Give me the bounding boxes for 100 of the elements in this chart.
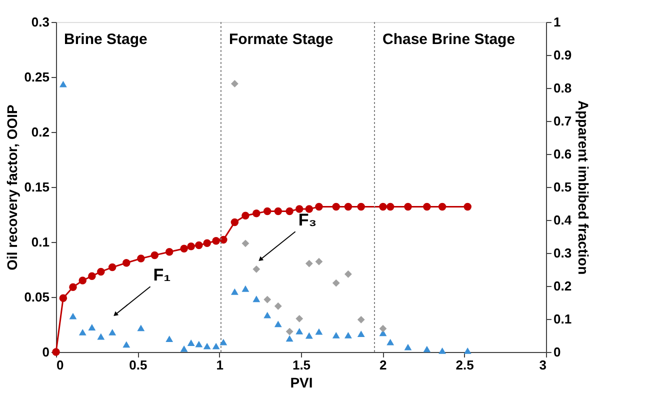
y-tick-label: 0.05 [24, 290, 50, 304]
y-tick-label: 0.25 [24, 70, 50, 84]
point [357, 330, 365, 338]
point [252, 210, 260, 218]
point [315, 202, 323, 211]
annotation: Chase Brine Stage [382, 31, 516, 48]
point [195, 241, 203, 250]
y2-tick-label: 0.9 [554, 48, 572, 62]
x-tick-label: 2.5 [456, 358, 474, 372]
point [344, 202, 352, 211]
x-tick-label: 1.5 [292, 358, 311, 372]
point [212, 342, 220, 350]
point [220, 236, 228, 244]
point [315, 328, 323, 335]
point [386, 202, 394, 211]
point [78, 328, 86, 336]
point [59, 294, 68, 302]
point [180, 244, 188, 252]
point [379, 324, 387, 332]
point [88, 324, 96, 330]
y2-tick-label: 0.4 [554, 212, 572, 228]
y2-axis-title: Apparent imbibed fraction [576, 100, 592, 275]
x-tick-label: 2 [380, 358, 387, 372]
point [242, 285, 250, 292]
point [252, 265, 260, 273]
y-tick-label: 0.2 [31, 124, 50, 140]
point [263, 207, 272, 216]
point [187, 340, 195, 346]
point [464, 347, 472, 354]
point [69, 312, 77, 320]
y-tick-label: 0.1 [31, 234, 50, 250]
point [332, 279, 340, 287]
annotation: Formate Stage [228, 31, 334, 48]
point [296, 328, 304, 334]
point [59, 80, 67, 88]
point [296, 314, 304, 322]
point [230, 218, 239, 226]
point [264, 296, 272, 304]
point [242, 240, 250, 248]
point [203, 342, 211, 350]
y-axis-title: Oil recovery factor, OOIP [4, 104, 20, 270]
point [332, 202, 340, 211]
point [332, 332, 340, 338]
point [315, 258, 323, 266]
point [88, 272, 96, 280]
y2-tick-label: 0.3 [554, 246, 572, 260]
point [344, 332, 352, 338]
point [252, 296, 260, 302]
point [305, 260, 313, 268]
x-tick-label: 0 [56, 358, 64, 372]
point [423, 202, 431, 211]
point [78, 276, 86, 284]
point [357, 316, 365, 324]
point [274, 302, 282, 310]
point [122, 341, 130, 348]
x-axis-title: PVI [290, 374, 313, 390]
point [404, 344, 412, 350]
point [295, 205, 304, 213]
point [137, 254, 145, 262]
y2-tick-label: 0.2 [554, 278, 572, 294]
y-tick-label: 0.3 [31, 14, 50, 30]
point [404, 202, 412, 211]
point [386, 338, 394, 346]
point [230, 80, 238, 88]
y-tick-label: 0.15 [24, 180, 50, 194]
point [69, 283, 77, 291]
point [242, 212, 250, 220]
point [180, 345, 188, 352]
y2-tick-label: 0.6 [554, 146, 572, 162]
point [264, 312, 272, 318]
point [274, 207, 282, 216]
point [212, 237, 220, 245]
annotation: F₁ [153, 266, 171, 285]
x-tick-label: 3 [539, 358, 546, 372]
y2-tick-label: 0.7 [554, 114, 572, 128]
point [438, 202, 446, 211]
annotation: F₃ [298, 210, 317, 230]
point [286, 328, 294, 336]
y2-tick-label: 0.8 [554, 80, 572, 96]
point [166, 336, 174, 342]
point [150, 251, 159, 260]
point [97, 268, 105, 276]
x-tick-label: 1 [216, 358, 224, 372]
x-tick-label: 0.5 [129, 358, 148, 372]
point [357, 202, 365, 211]
point [305, 205, 314, 213]
point [137, 324, 145, 332]
point [108, 328, 116, 336]
annotation: Brine Stage [64, 31, 148, 48]
point [423, 346, 431, 352]
point [274, 320, 282, 328]
y2-tick-label: 0.1 [554, 312, 572, 326]
point [286, 207, 294, 216]
point [344, 270, 352, 278]
point [379, 202, 387, 211]
point [195, 340, 203, 348]
point [165, 248, 174, 256]
point [286, 335, 294, 342]
y2-tick-label: 0.5 [554, 180, 572, 194]
y2-tick-label: 0 [554, 344, 561, 360]
